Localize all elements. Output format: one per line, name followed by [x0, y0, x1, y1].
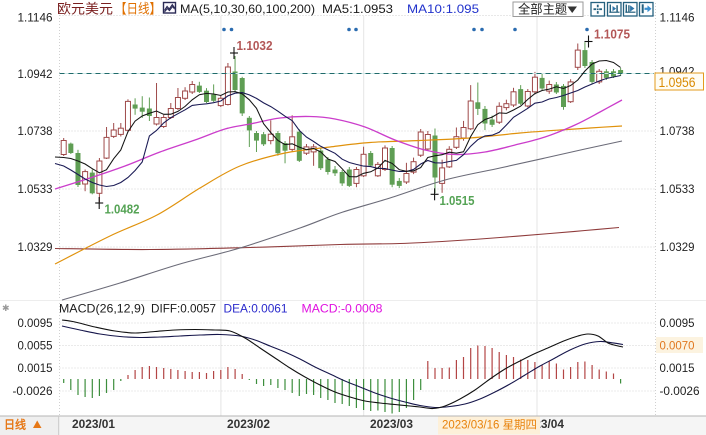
svg-text:1.0738: 1.0738	[18, 124, 53, 138]
svg-text:-0.0026: -0.0026	[660, 384, 700, 398]
svg-text:1.1146: 1.1146	[660, 11, 695, 25]
svg-text:1.1032: 1.1032	[237, 39, 273, 53]
svg-text:MA(5,10,30,60,100,200): MA(5,10,30,60,100,200)	[180, 2, 315, 16]
svg-text:【日线】: 【日线】	[115, 2, 161, 17]
svg-text:日线: 日线	[4, 418, 26, 432]
svg-text:0.0095: 0.0095	[660, 316, 695, 330]
svg-text:DEA:0.0061: DEA:0.0061	[224, 302, 288, 316]
svg-text:2023/01: 2023/01	[72, 417, 115, 431]
svg-text:2023/03: 2023/03	[370, 417, 413, 431]
svg-text:MA5:1.0953: MA5:1.0953	[322, 2, 393, 16]
svg-text:0.0015: 0.0015	[18, 361, 53, 375]
svg-text:1.0738: 1.0738	[660, 124, 695, 138]
svg-text:0.0095: 0.0095	[18, 316, 53, 330]
svg-text:1.0329: 1.0329	[18, 240, 53, 254]
svg-text:1.0329: 1.0329	[660, 240, 695, 254]
svg-text:DIFF:0.0057: DIFF:0.0057	[151, 302, 216, 316]
svg-text:0.0070: 0.0070	[660, 339, 695, 353]
svg-text:1.1075: 1.1075	[594, 28, 630, 42]
svg-text:1.0515: 1.0515	[440, 194, 475, 208]
svg-text:1.0533: 1.0533	[660, 182, 695, 196]
svg-text:MACD(26,12,9): MACD(26,12,9)	[59, 302, 145, 316]
svg-text:-0.0026: -0.0026	[13, 384, 53, 398]
svg-text:1.0533: 1.0533	[18, 182, 53, 196]
svg-text:✱: ✱	[2, 303, 10, 313]
svg-text:MACD:-0.0008: MACD:-0.0008	[302, 302, 383, 316]
svg-text:MA10:1.095: MA10:1.095	[407, 2, 479, 16]
svg-text:0.0015: 0.0015	[660, 361, 695, 375]
svg-text:欧元美元: 欧元美元	[57, 2, 113, 17]
svg-text:1.0942: 1.0942	[18, 67, 53, 81]
svg-text:2023/03/16 星期四: 2023/03/16 星期四	[442, 419, 537, 432]
svg-text:1.1146: 1.1146	[18, 11, 53, 25]
svg-text:2023/02: 2023/02	[227, 417, 270, 431]
svg-text:1.0482: 1.0482	[105, 203, 140, 217]
svg-text:0.0055: 0.0055	[18, 339, 53, 353]
svg-text:1.0956: 1.0956	[659, 75, 696, 90]
svg-text:全部主题: 全部主题	[518, 2, 567, 17]
